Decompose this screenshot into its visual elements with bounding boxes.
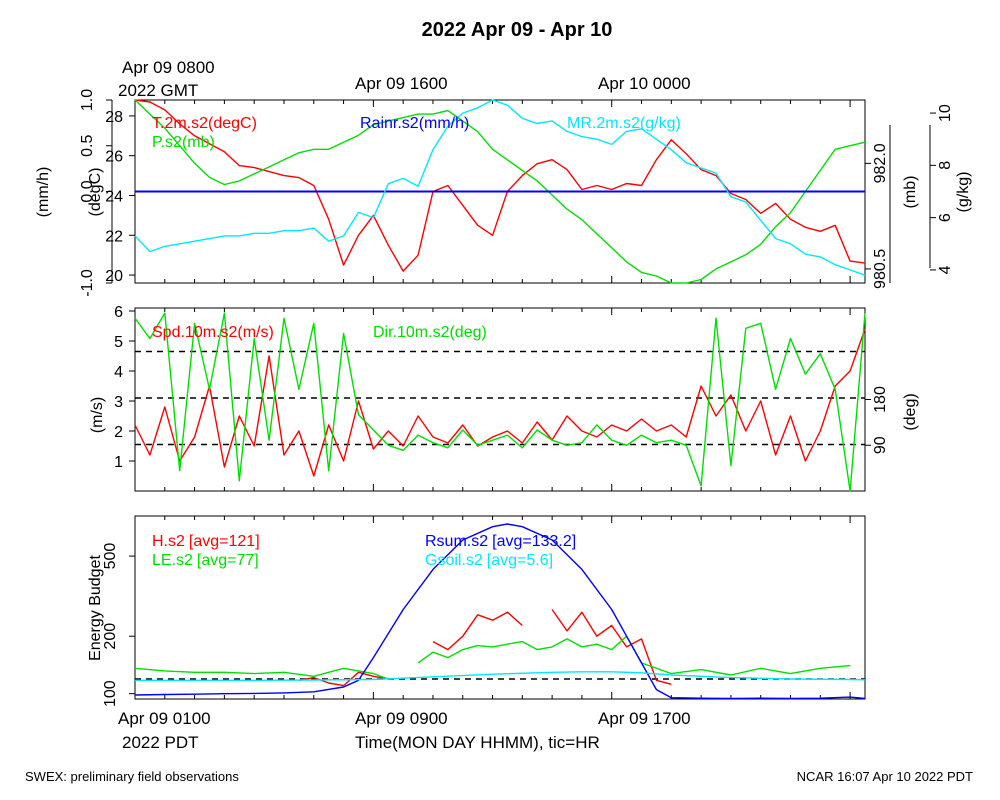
series-spd-line [134,328,866,477]
spd-tick-label: 1 [114,454,123,471]
legend-sensible-heat: H.s2 [avg=121] [152,533,260,550]
top-time-label-1-line2: 2022 GMT [118,81,198,100]
press-tick-label: 980.5 [872,249,889,289]
legend-latent-heat: LE.s2 [avg=77] [152,552,259,569]
legend-net-radiation: Rsum.s2 [avg=133.2] [425,533,576,550]
legend-temperature: T.2m.s2(degC) [152,115,257,132]
series-p-line [134,99,866,284]
temp-tick-label: 26 [105,149,123,166]
rain-tick-label: -1.0 [79,269,96,297]
energy-panel-frame [134,515,866,700]
spd-tick-label: 2 [114,424,123,441]
spd-tick-label: 4 [114,364,123,381]
temp-tick-label: 28 [105,109,123,126]
figure-title: 2022 Apr 09 - Apr 10 [422,19,613,41]
series-rsum-line [134,523,866,700]
speed-axis-label: (m/s) [89,397,106,433]
bottom-time-label-1-line2: 2022 PDT [122,733,199,752]
legend-mixing-ratio: MR.2m.s2(g/kg) [567,115,681,132]
temp-tick-label: 24 [105,188,123,205]
mr-tick-label: 10 [937,104,954,122]
series-mr-line [134,99,866,276]
energy-axis-label: Energy Budget [87,555,104,661]
legend-pressure: P.s2(mb) [152,134,215,151]
temp-tick-label: 22 [105,228,123,245]
series-t-line [134,99,866,272]
dir-tick-label: 90 [872,436,889,454]
spd-tick-label: 5 [114,334,123,351]
data-series [134,99,866,700]
mr-tick-label: 6 [937,213,954,222]
flux-tick-label: 500 [102,543,119,570]
spd-tick-label: 3 [114,394,123,411]
flux-tick-label: 200 [102,623,119,650]
bottom-time-label-3: Apr 09 1700 [598,709,691,728]
footer-right: NCAR 16:07 Apr 10 2022 PDT [797,769,973,784]
bottom-time-label-2: Apr 09 0900 [355,709,448,728]
footer-left: SWEX: preliminary field observations [25,769,239,784]
bottom-time-label-1: Apr 09 0100 [118,709,211,728]
top-time-label-2: Apr 09 1600 [355,74,448,93]
top-time-label-1: Apr 09 0800 [122,58,215,77]
rain-axis-label: (mm/h) [35,167,52,218]
series-le-line [134,635,851,680]
pressure-axis-label: (mb) [902,176,919,209]
dir-tick-label: 180 [872,386,889,413]
legend-wind-speed: Spd.10m.s2(m/s) [152,324,274,341]
top-time-label-3: Apr 10 0000 [598,74,691,93]
rain-tick-label: 0.5 [79,135,96,157]
mixing-ratio-axis-label: (g/kg) [955,172,972,213]
rain-tick-label: 1.0 [79,89,96,111]
press-tick-label: 982.0 [872,143,889,183]
mr-tick-label: 8 [937,161,954,170]
temp-axis-label: (degC) [87,168,104,217]
flux-tick-label: 100 [102,680,119,707]
legend-rain-rate: Rainr.s2(mm/h) [360,115,469,132]
legend-soil-heat: Gsoil.s2 [avg=5.6] [425,552,553,569]
x-axis-label: Time(MON DAY HHMM), tic=HR [355,733,600,752]
spd-tick-label: 6 [114,304,123,321]
direction-axis-label: (deg) [902,393,919,430]
mr-tick-label: 4 [937,265,954,274]
axis-ticks: -1.00.00.51.02022242628980.5982.04681012… [79,89,954,707]
rain-tick-label: 0.0 [79,180,96,202]
legend-wind-direction: Dir.10m.s2(deg) [373,324,487,341]
series-dir-line [134,312,866,492]
series-gsoil-line [135,671,866,681]
temp-tick-label: 20 [105,268,123,285]
